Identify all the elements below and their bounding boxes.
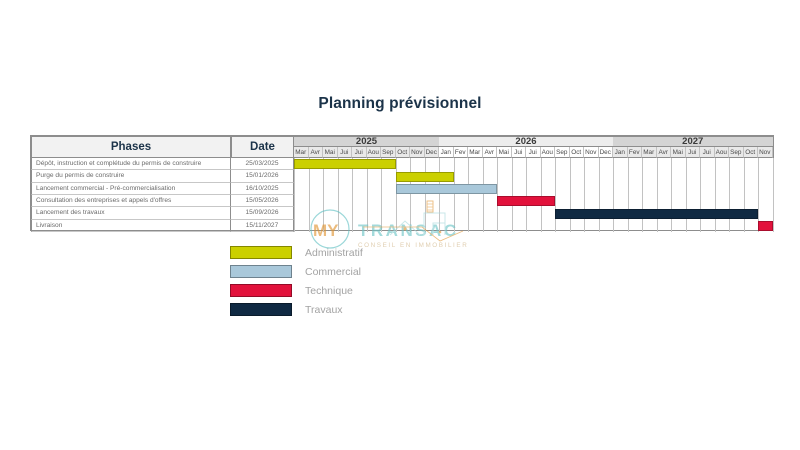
svg-text:MY: MY: [313, 221, 339, 240]
svg-text:CONSEIL EN IMMOBILIER: CONSEIL EN IMMOBILIER: [358, 242, 468, 249]
